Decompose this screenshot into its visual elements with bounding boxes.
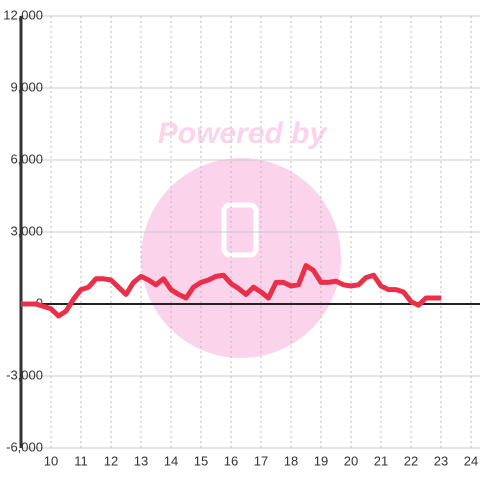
x-tick-label: 21 (374, 453, 388, 468)
x-tick-label: 17 (254, 453, 268, 468)
x-tick-label: 14 (164, 453, 178, 468)
x-tick-label: 12 (104, 453, 118, 468)
y-tick-label: -3,000 (6, 367, 43, 382)
y-tick-label: 12,000 (3, 7, 43, 22)
x-tick-label: 15 (194, 453, 208, 468)
x-tick-label: 16 (224, 453, 238, 468)
x-tick-label: 19 (314, 453, 328, 468)
x-tick-label: 20 (344, 453, 358, 468)
y-tick-label: -6,000 (6, 439, 43, 454)
x-tick-label: 10 (44, 453, 58, 468)
watermark-icon (221, 202, 259, 258)
y-tick-label: 9,000 (10, 79, 43, 94)
x-tick-label: 22 (404, 453, 418, 468)
x-tick-label: 18 (284, 453, 298, 468)
watermark-text: Powered by (158, 117, 328, 150)
data-line (21, 263, 441, 319)
y-tick-label: 6,000 (10, 151, 43, 166)
x-tick-label: 24 (464, 453, 478, 468)
x-tick-label: 11 (74, 453, 88, 468)
x-tick-label: 23 (434, 453, 448, 468)
x-tick-label: 13 (134, 453, 148, 468)
y-tick-label: 3,000 (10, 223, 43, 238)
